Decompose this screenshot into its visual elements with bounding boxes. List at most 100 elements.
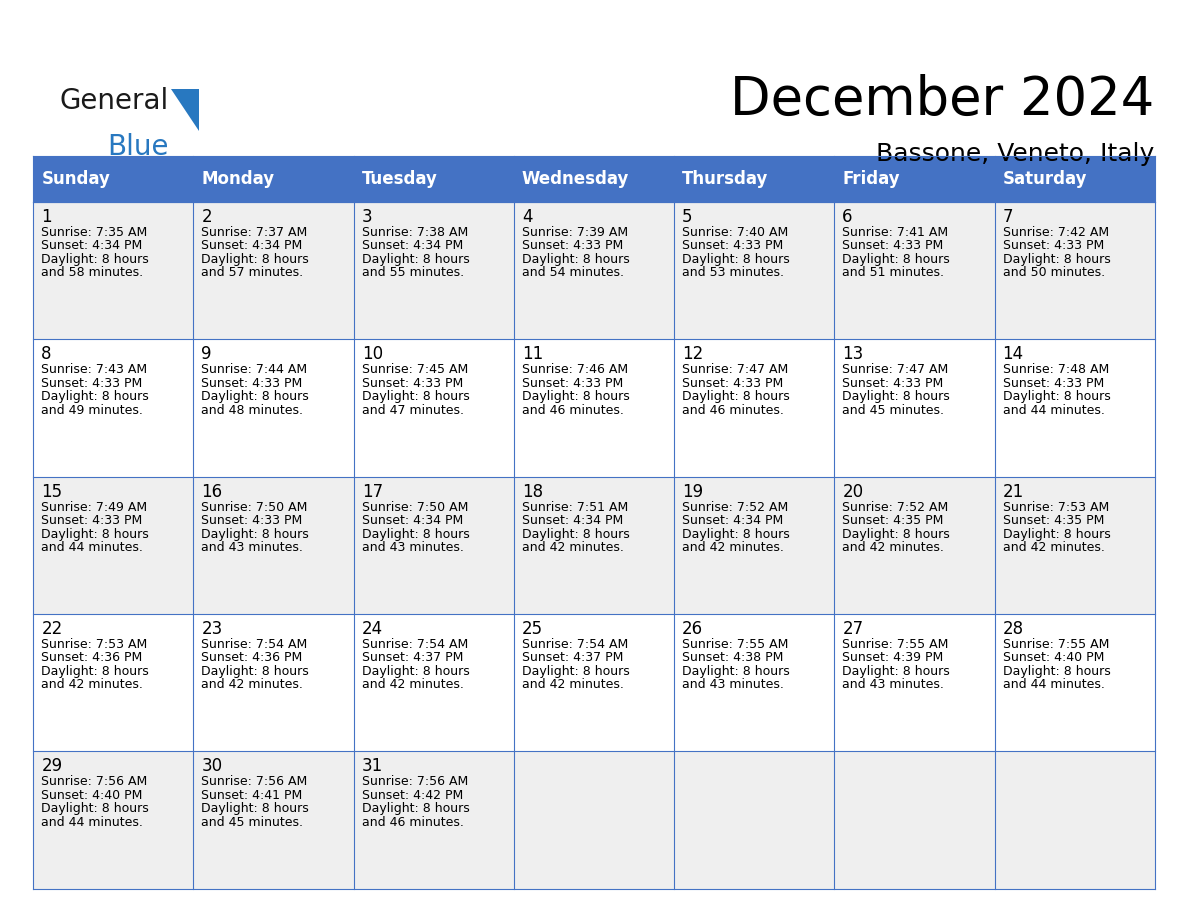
Text: and 42 minutes.: and 42 minutes. [522, 678, 624, 691]
Text: Sunset: 4:37 PM: Sunset: 4:37 PM [522, 652, 624, 665]
Bar [994, 614, 1155, 751]
Bar [33, 476, 194, 614]
Text: 25: 25 [522, 620, 543, 638]
Text: Daylight: 8 hours: Daylight: 8 hours [522, 253, 630, 266]
Text: Daylight: 8 hours: Daylight: 8 hours [361, 665, 469, 678]
Text: Sunrise: 7:56 AM: Sunrise: 7:56 AM [361, 776, 468, 789]
Text: 10: 10 [361, 345, 383, 364]
Text: Friday: Friday [842, 170, 901, 188]
Bar [33, 156, 1155, 202]
Text: Daylight: 8 hours: Daylight: 8 hours [42, 528, 148, 541]
Text: and 42 minutes.: and 42 minutes. [1003, 541, 1105, 554]
Text: and 57 minutes.: and 57 minutes. [202, 266, 304, 279]
Text: and 58 minutes.: and 58 minutes. [42, 266, 144, 279]
Bar [514, 340, 674, 476]
Text: Sunrise: 7:42 AM: Sunrise: 7:42 AM [1003, 226, 1108, 239]
Bar [514, 476, 674, 614]
Text: Sunset: 4:42 PM: Sunset: 4:42 PM [361, 789, 463, 801]
Text: 19: 19 [682, 483, 703, 500]
Text: and 43 minutes.: and 43 minutes. [202, 541, 303, 554]
Text: and 51 minutes.: and 51 minutes. [842, 266, 944, 279]
Text: 29: 29 [42, 757, 63, 776]
Bar [354, 614, 514, 751]
Polygon shape [171, 89, 200, 131]
Bar [33, 340, 194, 476]
Text: Bassone, Veneto, Italy: Bassone, Veneto, Italy [877, 142, 1155, 166]
Text: Sunrise: 7:50 AM: Sunrise: 7:50 AM [202, 500, 308, 514]
Text: Sunset: 4:36 PM: Sunset: 4:36 PM [42, 652, 143, 665]
Bar [194, 476, 354, 614]
Text: Sunrise: 7:50 AM: Sunrise: 7:50 AM [361, 500, 468, 514]
Text: and 43 minutes.: and 43 minutes. [682, 678, 784, 691]
Text: and 44 minutes.: and 44 minutes. [42, 816, 143, 829]
Bar [674, 202, 834, 340]
Bar [674, 751, 834, 889]
Text: Daylight: 8 hours: Daylight: 8 hours [361, 253, 469, 266]
Bar [994, 340, 1155, 476]
Text: Sunrise: 7:47 AM: Sunrise: 7:47 AM [682, 364, 789, 376]
Text: and 44 minutes.: and 44 minutes. [1003, 678, 1105, 691]
Text: Sunrise: 7:54 AM: Sunrise: 7:54 AM [361, 638, 468, 651]
Bar [674, 476, 834, 614]
Text: and 44 minutes.: and 44 minutes. [42, 541, 143, 554]
Text: 9: 9 [202, 345, 211, 364]
Text: 17: 17 [361, 483, 383, 500]
Bar [33, 202, 194, 340]
Text: Sunset: 4:33 PM: Sunset: 4:33 PM [1003, 376, 1104, 390]
Text: Daylight: 8 hours: Daylight: 8 hours [842, 665, 950, 678]
Text: and 48 minutes.: and 48 minutes. [202, 404, 303, 417]
Text: 21: 21 [1003, 483, 1024, 500]
Text: Sunset: 4:33 PM: Sunset: 4:33 PM [42, 514, 143, 527]
Text: Sunset: 4:38 PM: Sunset: 4:38 PM [682, 652, 783, 665]
Text: Monday: Monday [202, 170, 274, 188]
Text: Sunset: 4:36 PM: Sunset: 4:36 PM [202, 652, 303, 665]
Text: and 55 minutes.: and 55 minutes. [361, 266, 463, 279]
Bar [194, 202, 354, 340]
Text: Daylight: 8 hours: Daylight: 8 hours [682, 390, 790, 403]
Text: and 43 minutes.: and 43 minutes. [361, 541, 463, 554]
Text: Daylight: 8 hours: Daylight: 8 hours [202, 528, 309, 541]
Text: and 46 minutes.: and 46 minutes. [361, 816, 463, 829]
Text: Daylight: 8 hours: Daylight: 8 hours [682, 253, 790, 266]
Text: Sunrise: 7:56 AM: Sunrise: 7:56 AM [42, 776, 147, 789]
Bar [354, 476, 514, 614]
Text: Sunrise: 7:40 AM: Sunrise: 7:40 AM [682, 226, 789, 239]
Text: Sunrise: 7:56 AM: Sunrise: 7:56 AM [202, 776, 308, 789]
Text: Daylight: 8 hours: Daylight: 8 hours [202, 253, 309, 266]
Text: Sunset: 4:35 PM: Sunset: 4:35 PM [1003, 514, 1104, 527]
Text: Sunrise: 7:37 AM: Sunrise: 7:37 AM [202, 226, 308, 239]
Bar [354, 202, 514, 340]
Text: Sunset: 4:33 PM: Sunset: 4:33 PM [842, 240, 943, 252]
Text: Sunrise: 7:55 AM: Sunrise: 7:55 AM [682, 638, 789, 651]
Text: 22: 22 [42, 620, 63, 638]
Text: Daylight: 8 hours: Daylight: 8 hours [842, 528, 950, 541]
Text: Sunset: 4:33 PM: Sunset: 4:33 PM [682, 376, 783, 390]
Text: Sunrise: 7:44 AM: Sunrise: 7:44 AM [202, 364, 308, 376]
Text: and 42 minutes.: and 42 minutes. [42, 678, 143, 691]
Text: Wednesday: Wednesday [522, 170, 630, 188]
Text: 14: 14 [1003, 345, 1024, 364]
Bar [994, 476, 1155, 614]
Bar [354, 340, 514, 476]
Text: and 46 minutes.: and 46 minutes. [682, 404, 784, 417]
Bar [834, 751, 994, 889]
Text: Sunset: 4:33 PM: Sunset: 4:33 PM [202, 514, 303, 527]
Text: 2: 2 [202, 208, 213, 226]
Text: Daylight: 8 hours: Daylight: 8 hours [202, 665, 309, 678]
Text: and 42 minutes.: and 42 minutes. [842, 541, 944, 554]
Text: Sunset: 4:33 PM: Sunset: 4:33 PM [842, 376, 943, 390]
Text: 26: 26 [682, 620, 703, 638]
Text: Sunrise: 7:45 AM: Sunrise: 7:45 AM [361, 364, 468, 376]
Bar [514, 202, 674, 340]
Text: Blue: Blue [107, 133, 169, 162]
Text: Sunset: 4:34 PM: Sunset: 4:34 PM [42, 240, 143, 252]
Text: 16: 16 [202, 483, 222, 500]
Text: Daylight: 8 hours: Daylight: 8 hours [682, 528, 790, 541]
Text: Sunrise: 7:53 AM: Sunrise: 7:53 AM [42, 638, 147, 651]
Text: Daylight: 8 hours: Daylight: 8 hours [1003, 253, 1111, 266]
Text: 3: 3 [361, 208, 372, 226]
Text: and 54 minutes.: and 54 minutes. [522, 266, 624, 279]
Text: Sunrise: 7:54 AM: Sunrise: 7:54 AM [522, 638, 628, 651]
Bar [194, 751, 354, 889]
Text: Sunday: Sunday [42, 170, 110, 188]
